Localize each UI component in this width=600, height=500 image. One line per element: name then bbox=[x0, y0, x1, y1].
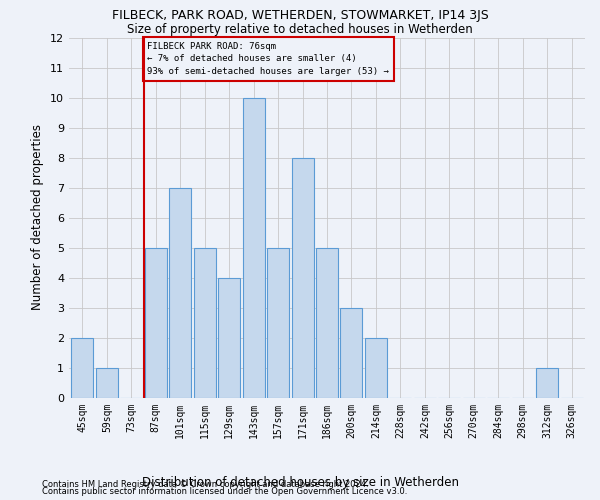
Text: Distribution of detached houses by size in Wetherden: Distribution of detached houses by size … bbox=[142, 476, 458, 489]
Bar bbox=[145, 248, 167, 398]
Bar bbox=[96, 368, 118, 398]
Bar bbox=[316, 248, 338, 398]
Bar bbox=[292, 158, 314, 398]
Bar bbox=[169, 188, 191, 398]
Bar bbox=[242, 98, 265, 398]
Bar bbox=[267, 248, 289, 398]
Bar bbox=[365, 338, 387, 398]
Text: FILBECK PARK ROAD: 76sqm
← 7% of detached houses are smaller (4)
93% of semi-det: FILBECK PARK ROAD: 76sqm ← 7% of detache… bbox=[147, 42, 389, 76]
Text: FILBECK, PARK ROAD, WETHERDEN, STOWMARKET, IP14 3JS: FILBECK, PARK ROAD, WETHERDEN, STOWMARKE… bbox=[112, 9, 488, 22]
Bar bbox=[71, 338, 94, 398]
Bar bbox=[536, 368, 558, 398]
Bar bbox=[194, 248, 216, 398]
Text: Contains HM Land Registry data © Crown copyright and database right 2024.: Contains HM Land Registry data © Crown c… bbox=[42, 480, 368, 489]
Text: Size of property relative to detached houses in Wetherden: Size of property relative to detached ho… bbox=[127, 22, 473, 36]
Bar bbox=[218, 278, 240, 398]
Text: Contains public sector information licensed under the Open Government Licence v3: Contains public sector information licen… bbox=[42, 487, 407, 496]
Y-axis label: Number of detached properties: Number of detached properties bbox=[31, 124, 44, 310]
Bar bbox=[340, 308, 362, 398]
